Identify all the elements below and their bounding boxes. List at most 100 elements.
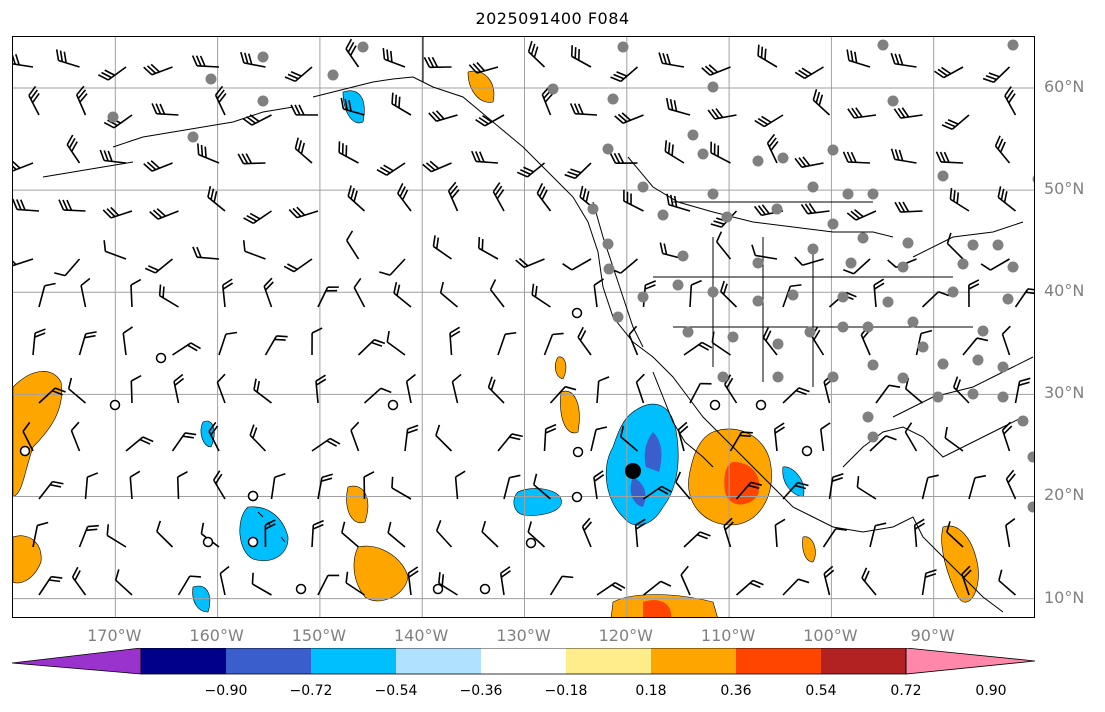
colorbar-tick-label: −0.90 bbox=[204, 683, 248, 699]
wind-barb bbox=[32, 521, 49, 548]
obs-station-filled bbox=[1002, 293, 1014, 305]
wind-barb bbox=[875, 384, 901, 404]
wind-barb bbox=[382, 48, 406, 68]
wind-barb bbox=[562, 258, 592, 271]
wind-barb bbox=[549, 385, 577, 404]
colorbar-segment bbox=[396, 648, 482, 674]
wind-barb bbox=[341, 521, 360, 548]
wind-barb bbox=[596, 376, 610, 404]
wind-barb bbox=[454, 470, 466, 500]
wind-barb bbox=[311, 327, 323, 356]
colorbar-segment bbox=[566, 648, 652, 674]
wind-barb bbox=[782, 284, 802, 308]
obs-station-open bbox=[387, 399, 399, 411]
wind-barb bbox=[71, 566, 87, 596]
obs-station-filled bbox=[327, 69, 339, 81]
wind-barb bbox=[1001, 325, 1011, 356]
wind-barb bbox=[357, 338, 386, 356]
wind-barb bbox=[99, 149, 127, 164]
wind-barb bbox=[213, 470, 226, 500]
wind-barb bbox=[237, 153, 266, 165]
wind-barb bbox=[13, 198, 40, 212]
contour-positive-west bbox=[13, 371, 63, 498]
wind-barb bbox=[701, 64, 731, 76]
contour-positive-south bbox=[353, 545, 409, 602]
wind-barb bbox=[735, 579, 764, 596]
wind-barb bbox=[623, 189, 644, 212]
longitude-label: 150°W bbox=[291, 626, 347, 645]
obs-station-filled bbox=[997, 391, 1009, 403]
wind-barb bbox=[350, 421, 360, 452]
wind-barb bbox=[533, 473, 552, 500]
contour-negative-hawaii bbox=[239, 506, 289, 561]
wind-barb bbox=[317, 286, 339, 308]
wind-barb bbox=[683, 531, 711, 548]
wind-barb bbox=[893, 107, 923, 119]
wind-barb bbox=[680, 565, 691, 596]
wind-barb bbox=[873, 278, 885, 308]
wind-barb bbox=[904, 422, 918, 452]
obs-station-filled bbox=[867, 359, 879, 371]
wind-barb bbox=[715, 231, 732, 260]
wind-barb bbox=[391, 476, 412, 500]
colorbar-tick-label: −0.36 bbox=[459, 683, 503, 699]
contour-positive-bottom-core bbox=[643, 600, 671, 617]
obs-station-filled bbox=[205, 73, 217, 85]
wind-barb bbox=[499, 566, 511, 596]
wind-barb bbox=[13, 53, 34, 68]
obs-station-filled bbox=[882, 296, 894, 308]
wind-barb bbox=[570, 45, 592, 68]
obs-station-filled bbox=[972, 354, 984, 366]
obs-station-filled bbox=[727, 331, 739, 343]
wind-barb bbox=[487, 376, 505, 404]
wind-barb bbox=[666, 193, 691, 212]
wind-barb bbox=[812, 89, 831, 116]
colorbar-segment bbox=[226, 648, 312, 674]
wind-barb bbox=[675, 471, 691, 500]
wind-barb bbox=[264, 519, 276, 548]
wind-barb bbox=[710, 141, 731, 164]
wind-barb bbox=[122, 326, 133, 356]
obs-station-filled bbox=[687, 129, 699, 141]
wind-barb bbox=[143, 160, 173, 172]
wind-barb bbox=[363, 387, 392, 404]
wind-barb bbox=[794, 256, 824, 266]
obs-station-filled bbox=[867, 188, 879, 200]
obs-station-filled bbox=[957, 258, 969, 270]
obs-station-filled bbox=[807, 243, 819, 255]
wind-barb bbox=[97, 66, 127, 81]
wind-barb bbox=[345, 38, 360, 68]
obs-station-filled bbox=[603, 263, 615, 275]
wind-barb bbox=[13, 160, 34, 172]
wind-barb bbox=[643, 580, 672, 596]
wind-barb bbox=[345, 571, 365, 596]
colorbar-segment bbox=[821, 648, 907, 674]
wind-barb bbox=[856, 476, 877, 500]
wind-barb bbox=[492, 182, 505, 212]
contour-negative-mid bbox=[513, 488, 562, 516]
wind-barb bbox=[38, 387, 66, 404]
colorbar-tick-label: 0.90 bbox=[975, 683, 1007, 699]
wind-barb bbox=[1005, 469, 1017, 500]
wind-barb bbox=[757, 44, 778, 68]
obs-station-filled bbox=[257, 95, 269, 107]
wind-barb bbox=[997, 186, 1016, 212]
wind-barb bbox=[393, 281, 412, 308]
wind-barb bbox=[438, 572, 458, 596]
latitude-label: 30°N bbox=[1044, 383, 1085, 403]
wind-barb bbox=[766, 133, 779, 164]
wind-barb bbox=[527, 40, 546, 68]
obs-station-filled bbox=[777, 152, 789, 164]
colorbar-tick-label: −0.72 bbox=[289, 683, 333, 699]
obs-station-open bbox=[709, 399, 721, 411]
wind-barb bbox=[935, 151, 964, 164]
map-title: 2025091400 F084 bbox=[475, 9, 630, 28]
wind-barb bbox=[998, 569, 1017, 596]
wind-barb bbox=[249, 424, 267, 452]
wind-barb bbox=[664, 140, 685, 164]
contour-positive-small4 bbox=[941, 525, 979, 603]
wind-barb bbox=[192, 246, 220, 260]
colorbar-extend-low bbox=[11, 648, 142, 675]
wind-barb bbox=[376, 162, 406, 176]
wind-barb bbox=[549, 575, 574, 596]
